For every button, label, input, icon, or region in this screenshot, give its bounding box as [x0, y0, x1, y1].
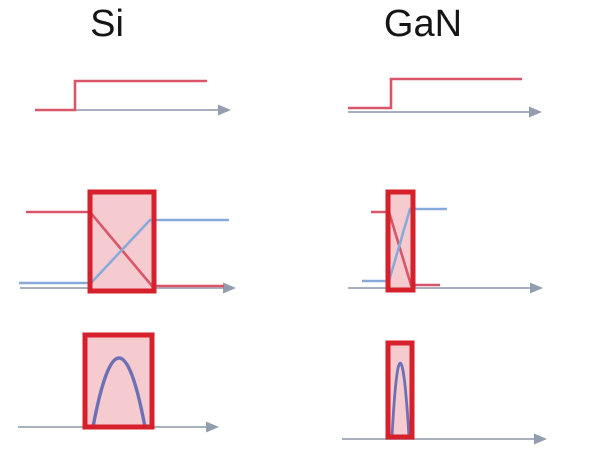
current-rising-waveform	[19, 218, 229, 285]
highlight-box	[385, 189, 416, 293]
si-switching-transition	[19, 189, 236, 294]
loss-curve	[91, 356, 147, 428]
time-axis-arrow-icon	[218, 104, 231, 116]
step-waveform	[35, 79, 207, 112]
time-axis-arrow-icon	[529, 106, 542, 118]
si-column-label: Si	[90, 3, 124, 45]
loss-curve	[390, 361, 411, 438]
highlight-box	[82, 332, 155, 430]
highlight-box	[385, 340, 415, 440]
si-loss-pulse	[18, 332, 219, 433]
time-axis-arrow-icon	[530, 282, 543, 294]
gan-loss-pulse	[342, 340, 547, 445]
time-axis-arrow-icon	[223, 282, 236, 294]
voltage-falling-waveform	[26, 210, 224, 288]
gan-gate-step	[348, 77, 542, 118]
gan-column-label: GaN	[383, 3, 463, 45]
gan-switching-transition	[348, 189, 543, 294]
voltage-falling-waveform	[371, 210, 440, 287]
step-waveform	[348, 77, 522, 110]
time-axis-arrow-icon	[534, 433, 547, 445]
current-rising-waveform	[362, 207, 447, 283]
highlight-box	[87, 189, 157, 294]
time-axis-arrow-icon	[206, 421, 219, 433]
si-gate-step	[35, 79, 231, 116]
